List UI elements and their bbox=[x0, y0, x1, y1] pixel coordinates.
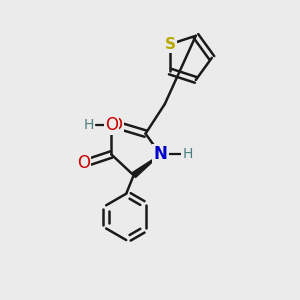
Text: N: N bbox=[154, 146, 167, 164]
Text: O: O bbox=[105, 116, 118, 134]
Text: H: H bbox=[83, 118, 94, 132]
Text: H: H bbox=[183, 148, 193, 161]
Text: O: O bbox=[76, 154, 90, 172]
Text: S: S bbox=[164, 37, 175, 52]
Polygon shape bbox=[132, 154, 160, 178]
Text: O: O bbox=[109, 116, 122, 134]
